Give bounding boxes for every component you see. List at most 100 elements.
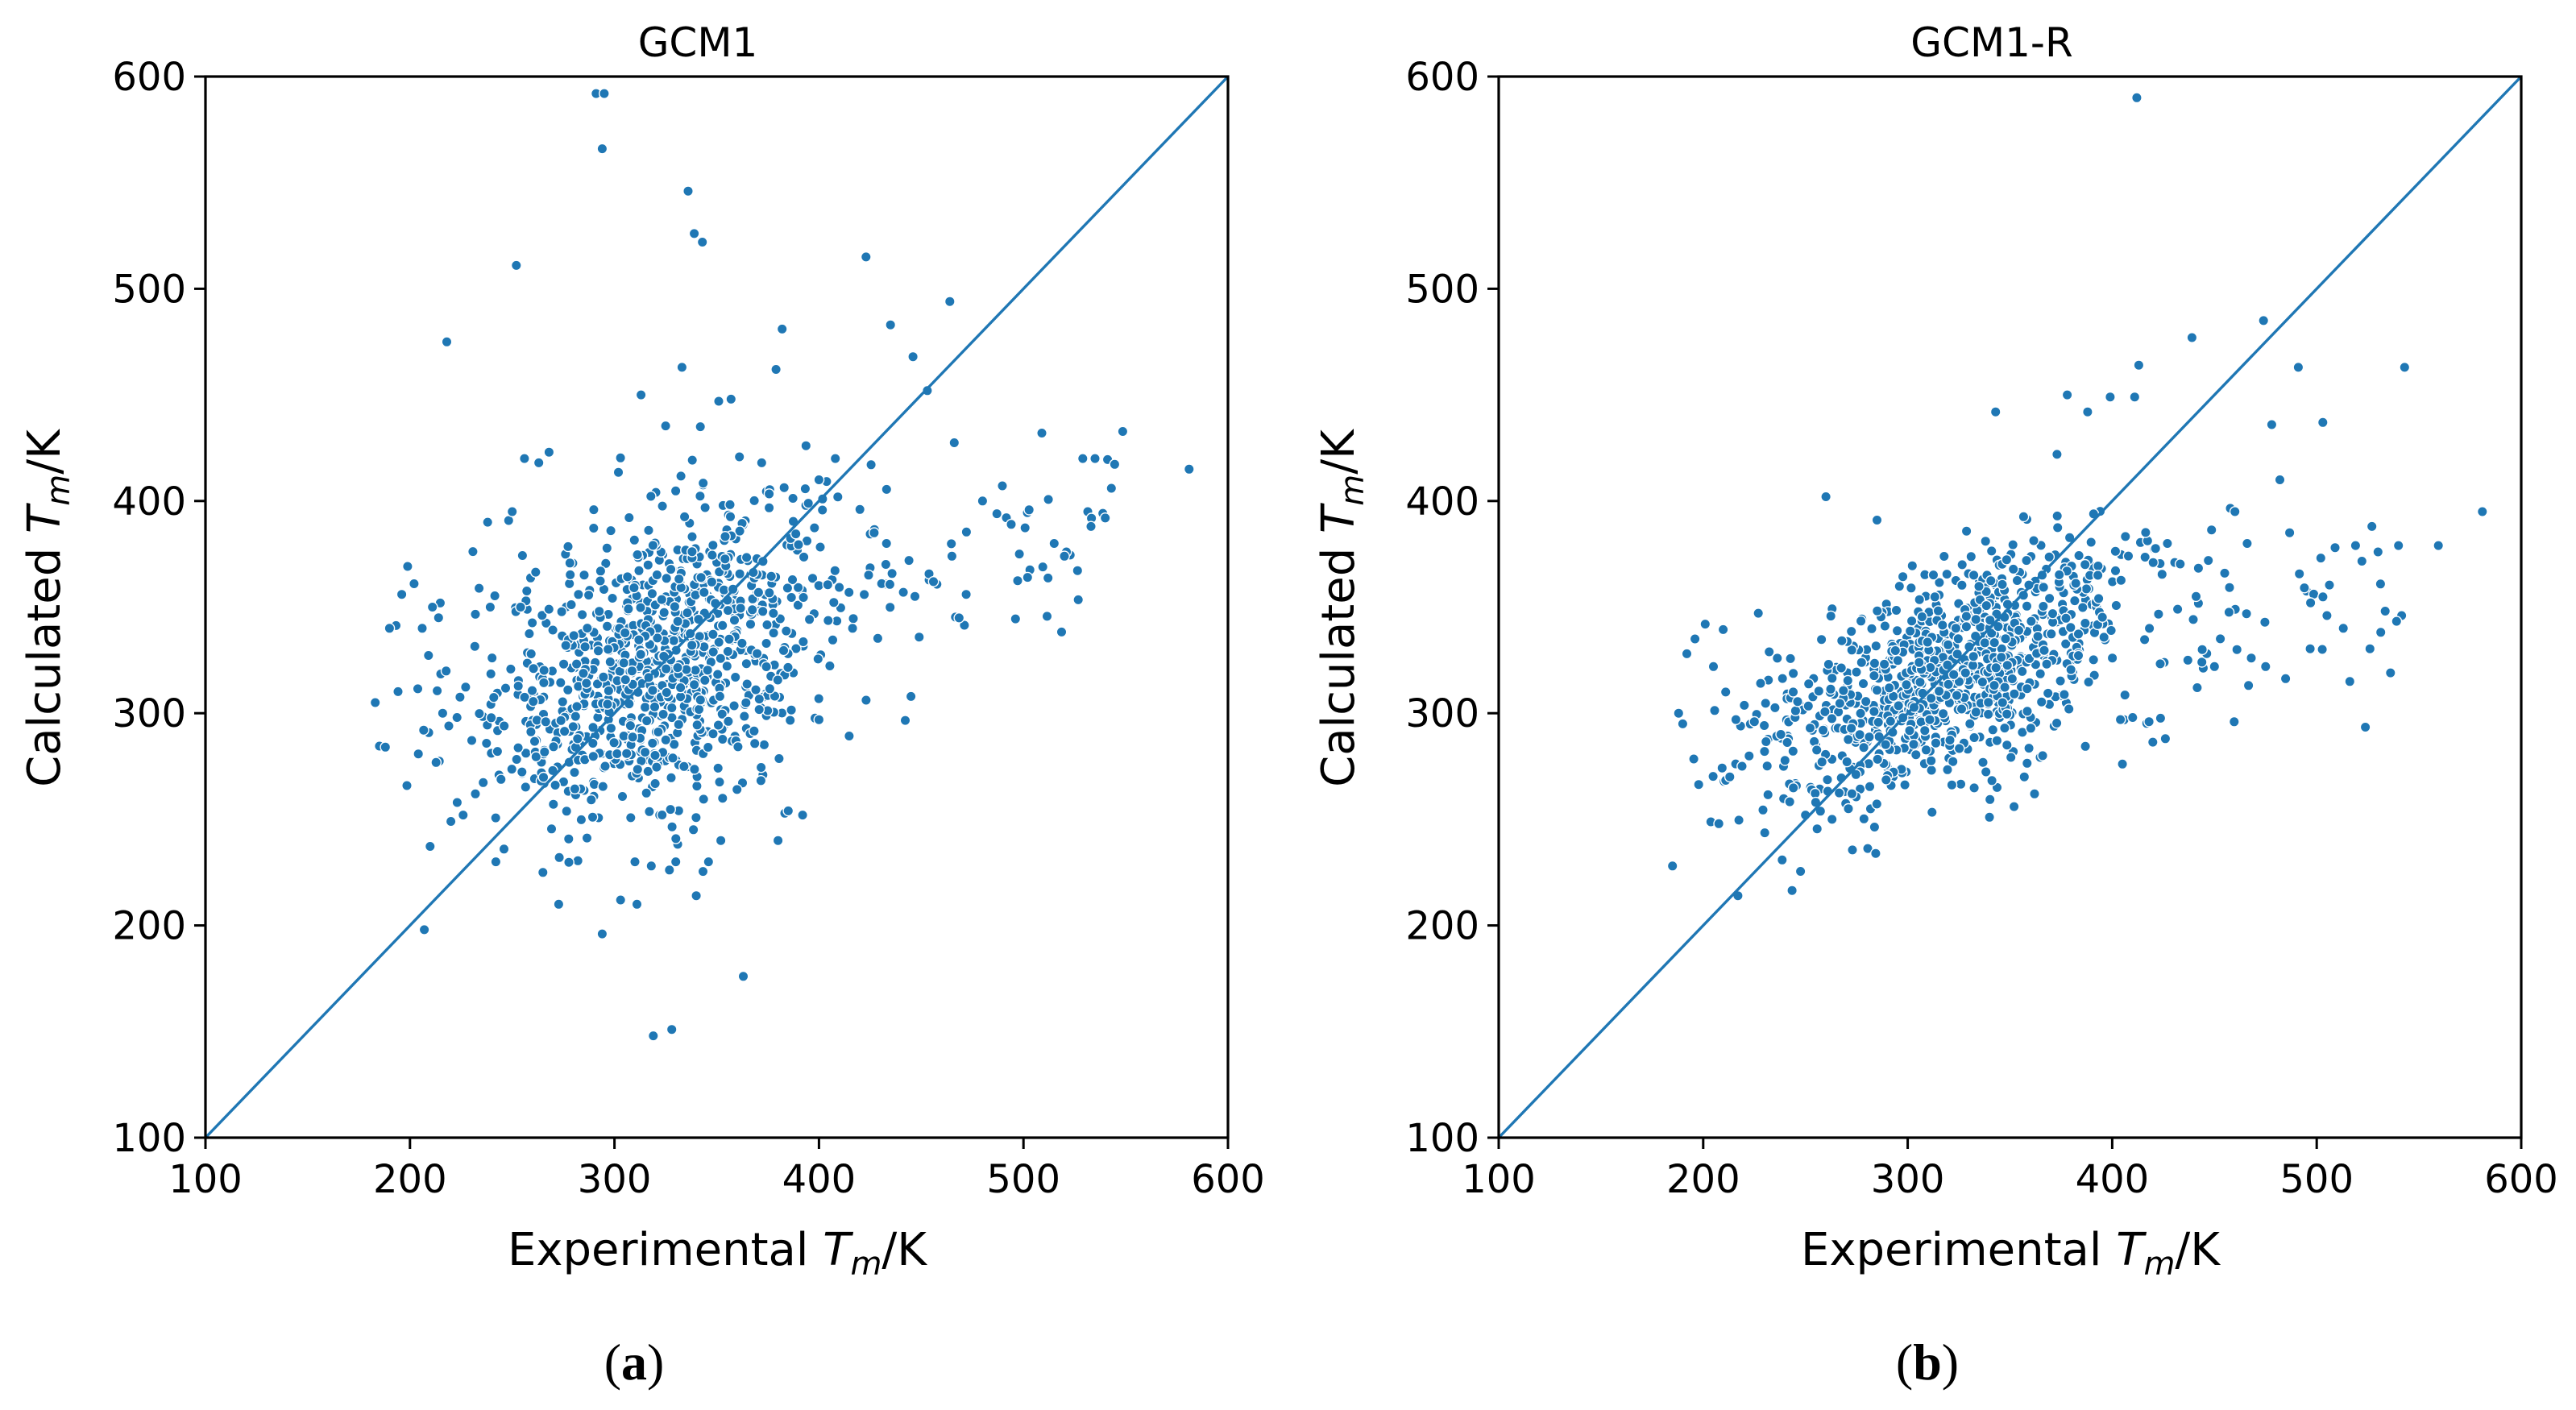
data-point xyxy=(1995,651,2007,663)
data-point xyxy=(723,715,734,728)
plot-frame xyxy=(1497,75,2523,1139)
data-point xyxy=(2259,616,2271,628)
data-point xyxy=(547,624,558,636)
data-point xyxy=(443,720,454,732)
data-point xyxy=(768,627,779,639)
data-point xyxy=(703,856,715,868)
data-point xyxy=(1743,750,1755,762)
data-point xyxy=(1709,704,1720,716)
data-point xyxy=(2324,579,2335,591)
panel-label-open: ( xyxy=(604,1333,621,1391)
x-axis-ticks: 100 200 300 400 500 600 xyxy=(1462,1138,2558,1202)
data-point xyxy=(2119,689,2131,701)
data-point xyxy=(1019,522,1031,533)
y-tick-label: 300 xyxy=(112,691,186,736)
data-point xyxy=(1893,700,1905,711)
data-point xyxy=(816,504,828,516)
data-point xyxy=(2065,664,2077,675)
data-point xyxy=(1910,749,1922,761)
data-point xyxy=(2155,658,2166,670)
data-point xyxy=(581,832,593,844)
data-point xyxy=(2433,540,2445,551)
data-point xyxy=(585,794,597,806)
data-point xyxy=(564,557,576,569)
data-point xyxy=(2008,801,2020,812)
data-point xyxy=(2231,644,2243,656)
data-point xyxy=(1872,753,1884,765)
data-point xyxy=(770,363,782,375)
data-point xyxy=(2109,565,2122,577)
data-point xyxy=(745,618,757,630)
data-point xyxy=(1989,679,2000,691)
data-point xyxy=(756,457,768,469)
data-point xyxy=(731,784,743,795)
data-point xyxy=(1992,620,2004,632)
data-point xyxy=(516,766,528,778)
data-point xyxy=(1056,626,1068,638)
data-point xyxy=(1944,734,1956,746)
data-point xyxy=(512,680,525,692)
data-point xyxy=(1937,707,1949,720)
data-point xyxy=(537,771,550,783)
data-point xyxy=(2114,714,2126,725)
data-point xyxy=(1836,635,1848,647)
data-point xyxy=(587,811,599,823)
data-point xyxy=(2317,417,2329,429)
data-point xyxy=(824,660,836,672)
x-tick-label: 600 xyxy=(2484,1157,2558,1202)
scatter-points xyxy=(1666,92,2488,902)
data-point xyxy=(2242,679,2255,691)
data-point xyxy=(782,583,794,594)
data-point xyxy=(527,695,539,707)
data-point xyxy=(698,794,710,805)
data-point xyxy=(1942,764,1953,776)
data-point xyxy=(538,746,550,758)
data-point xyxy=(1826,713,1838,724)
data-point xyxy=(486,652,498,664)
data-point xyxy=(511,753,523,765)
data-point xyxy=(2072,628,2084,640)
data-point xyxy=(691,890,702,902)
data-point xyxy=(1904,724,1915,736)
data-point xyxy=(2304,597,2317,609)
data-point xyxy=(2001,554,2013,566)
data-point xyxy=(2159,732,2172,744)
data-point xyxy=(520,782,532,793)
data-point xyxy=(2476,506,2488,517)
panel-label-open: ( xyxy=(1896,1333,1913,1391)
data-point xyxy=(1920,744,1932,756)
data-point xyxy=(562,541,574,553)
y-tick-label: 300 xyxy=(1405,691,1479,736)
data-point xyxy=(437,707,449,720)
data-point xyxy=(798,591,809,603)
data-point xyxy=(1763,646,1775,657)
data-point xyxy=(1117,425,1129,438)
data-point xyxy=(753,703,765,715)
data-point xyxy=(691,811,702,823)
data-point xyxy=(715,835,727,847)
data-point xyxy=(615,894,627,906)
data-point xyxy=(1982,696,1994,708)
data-point xyxy=(2088,654,2100,666)
data-point xyxy=(2085,537,2097,548)
data-point xyxy=(1779,754,1791,766)
data-point xyxy=(528,662,539,674)
x-tick-label: 600 xyxy=(1191,1157,1265,1202)
data-point xyxy=(628,582,640,594)
data-point xyxy=(1970,613,1982,625)
data-point xyxy=(2006,673,2018,685)
data-point xyxy=(2097,612,2109,623)
data-point xyxy=(1688,753,1700,765)
data-point xyxy=(2266,419,2278,430)
data-point xyxy=(1870,640,1882,652)
data-point xyxy=(716,792,728,804)
data-point xyxy=(1982,708,1994,720)
data-point xyxy=(2209,661,2221,673)
data-point xyxy=(1929,591,1941,603)
data-point xyxy=(2043,551,2055,563)
data-point xyxy=(2298,582,2310,594)
data-point xyxy=(2147,736,2159,748)
data-point xyxy=(803,613,815,625)
data-point xyxy=(755,761,767,773)
data-point xyxy=(1916,611,1928,623)
